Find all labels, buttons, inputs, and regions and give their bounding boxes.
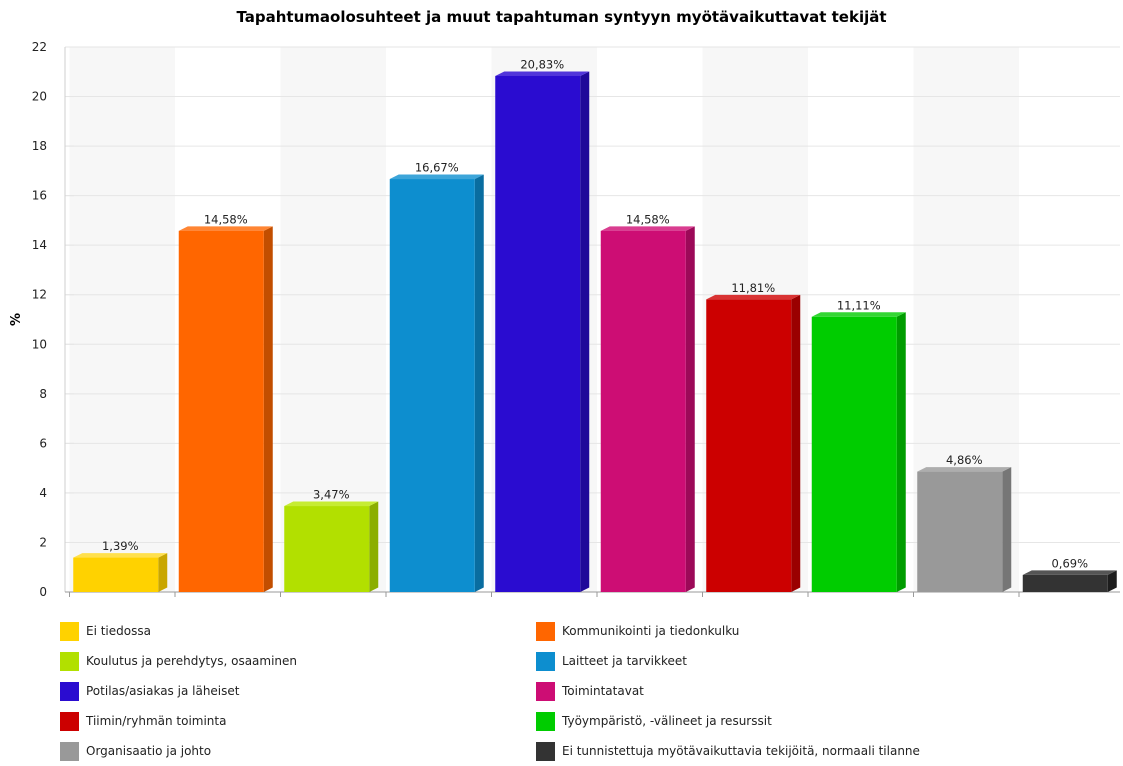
y-tick-label: 10 <box>32 337 47 351</box>
legend-item: Kommunikointi ja tiedonkulku <box>536 616 1056 646</box>
legend-swatch <box>536 621 555 641</box>
bar-side <box>158 553 168 592</box>
legend-swatch <box>536 711 555 731</box>
bar-side <box>474 174 484 592</box>
legend-swatch <box>60 621 79 641</box>
y-tick-label: 20 <box>32 90 47 104</box>
bar-side <box>580 71 590 593</box>
data-label: 1,39% <box>102 539 139 553</box>
bar <box>284 506 370 592</box>
bar-top <box>1022 570 1117 575</box>
data-label: 3,47% <box>313 488 350 502</box>
bar <box>706 299 792 592</box>
data-label: 20,83% <box>520 57 564 71</box>
bar-side <box>1002 467 1012 592</box>
legend-label: Organisaatio ja johto <box>86 744 212 758</box>
legend-swatch <box>60 651 79 671</box>
legend-swatch <box>60 681 79 701</box>
data-label: 16,67% <box>415 161 459 175</box>
bar <box>495 75 581 593</box>
bar-top <box>284 501 379 507</box>
legend-item: Tiimin/ryhmän toiminta <box>60 706 536 736</box>
data-label: 14,58% <box>204 212 248 226</box>
legend-label: Tiimin/ryhmän toiminta <box>86 714 227 728</box>
y-tick-label: 0 <box>39 585 47 599</box>
bar-side <box>791 294 801 592</box>
legend-swatch <box>536 681 555 701</box>
bar <box>917 471 1003 592</box>
data-label: 0,69% <box>1051 556 1088 570</box>
y-tick-label: 4 <box>39 486 47 500</box>
legend-label: Toimintatavat <box>562 684 644 698</box>
bar-top <box>73 553 168 558</box>
data-label: 11,11% <box>837 298 881 312</box>
legend-item: Toimintatavat <box>536 676 1056 706</box>
bar-top <box>917 467 1012 472</box>
legend-label: Kommunikointi ja tiedonkulku <box>562 624 740 638</box>
data-label: 14,58% <box>626 212 670 226</box>
bar-side <box>263 226 273 592</box>
bar <box>178 230 264 592</box>
y-tick-label: 6 <box>39 436 47 450</box>
legend-item: Koulutus ja perehdytys, osaaminen <box>60 646 536 676</box>
legend-label: Laitteet ja tarvikkeet <box>562 654 687 668</box>
legend-label: Ei tiedossa <box>86 624 151 638</box>
y-tick-label: 18 <box>32 139 47 153</box>
legend-label: Ei tunnistettuja myötävaikuttavia tekijö… <box>562 744 920 758</box>
bar <box>811 316 897 592</box>
y-tick-label: 16 <box>32 189 47 203</box>
legend-label: Työympäristö, -välineet ja resurssit <box>562 714 772 728</box>
bar <box>600 230 686 592</box>
bar <box>1022 574 1108 592</box>
bar-side <box>685 226 695 592</box>
y-tick-label: 14 <box>32 238 47 252</box>
bar-side <box>1107 570 1117 592</box>
legend-swatch <box>536 741 555 761</box>
legend-swatch <box>60 741 79 761</box>
chart: Tapahtumaolosuhteet ja muut tapahtuman s… <box>9 8 1120 599</box>
bar-side <box>369 501 379 592</box>
bar-side <box>896 312 906 592</box>
y-tick-label: 8 <box>39 387 47 401</box>
bar-top <box>600 226 695 231</box>
bar-top <box>495 71 590 76</box>
bar-top <box>178 226 273 231</box>
legend-label: Koulutus ja perehdytys, osaaminen <box>86 654 298 668</box>
chart-title: Tapahtumaolosuhteet ja muut tapahtuman s… <box>236 8 887 26</box>
legend-item: Ei tiedossa <box>60 616 536 646</box>
y-axis-label: % <box>9 313 24 326</box>
bar-top <box>811 312 906 317</box>
legend: Ei tiedossa Kommunikointi ja tiedonkulku K… <box>60 616 1100 761</box>
bar-top <box>706 294 801 300</box>
legend-swatch <box>60 711 79 731</box>
plot-band <box>280 47 386 592</box>
legend-label: Potilas/asiakas ja läheiset <box>86 684 240 698</box>
legend-swatch <box>536 651 555 671</box>
data-label: 4,86% <box>946 453 983 467</box>
bar-top <box>389 174 484 180</box>
legend-item: Organisaatio ja johto <box>60 736 536 766</box>
plot-band <box>69 47 175 592</box>
bar <box>389 179 475 592</box>
chart-plot: 0 2 4 6 8 10 12 14 16 18 20 22% 1,39% 14,58% 3,47% 16,6… <box>9 40 1120 599</box>
legend-item: Laitteet ja tarvikkeet <box>536 646 1056 676</box>
y-tick-label: 12 <box>32 288 47 302</box>
data-label: 11,81% <box>731 281 775 295</box>
bar <box>73 557 159 592</box>
legend-item: Työympäristö, -välineet ja resurssit <box>536 706 1056 736</box>
legend-item: Ei tunnistettuja myötävaikuttavia tekijö… <box>536 736 1056 766</box>
y-tick-label: 22 <box>32 40 47 54</box>
legend-item: Potilas/asiakas ja läheiset <box>60 676 536 706</box>
y-tick-label: 2 <box>39 535 47 549</box>
